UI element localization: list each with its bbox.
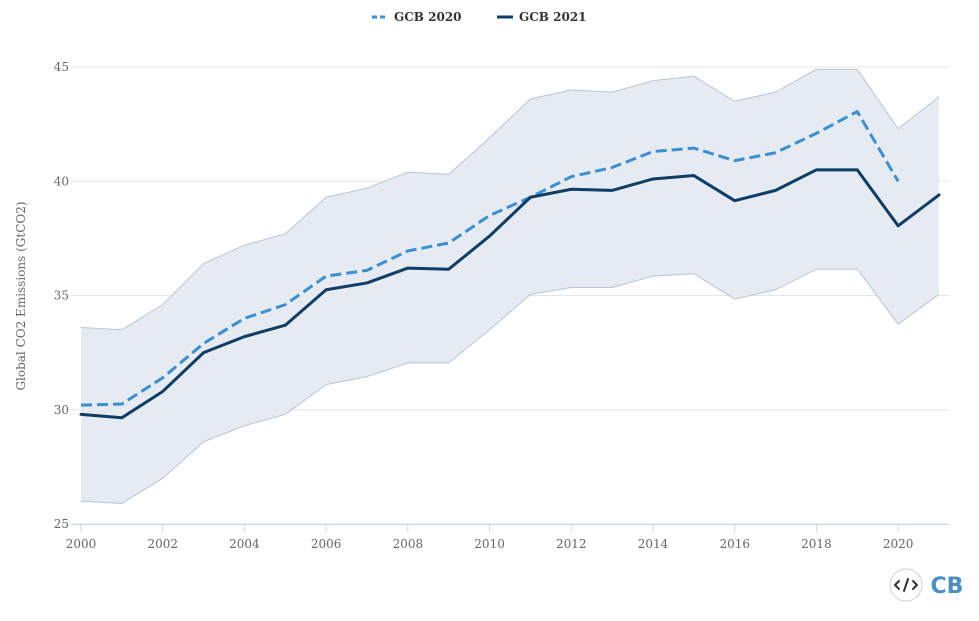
y-axis-ticks: 25 30 35 40 45 <box>54 60 69 531</box>
x-axis-ticks: 2000 2002 2004 2006 2008 2010 2012 2014 2016 2018… <box>66 524 914 551</box>
x-tick-label: 2012 <box>556 537 587 551</box>
embed-button[interactable] <box>889 568 923 602</box>
y-axis-title: Global CO2 Emissions (GtCO2) <box>14 201 28 390</box>
uncertainty-band-lower <box>80 268 940 504</box>
x-tick-label: 2010 <box>474 537 505 551</box>
uncertainty-band-upper <box>80 68 940 331</box>
code-embed-icon <box>894 578 918 592</box>
uncertainty-band <box>80 68 940 504</box>
x-tick-label: 2000 <box>66 537 97 551</box>
legend-item-gcb-2020[interactable]: GCB 2020 <box>372 10 462 24</box>
y-tick-label: 45 <box>54 60 69 74</box>
x-tick-label: 2008 <box>393 537 424 551</box>
x-tick-label: 2002 <box>147 537 178 551</box>
x-tick-label: 2018 <box>801 537 832 551</box>
x-tick-label: 2020 <box>883 537 914 551</box>
x-tick-label: 2016 <box>719 537 750 551</box>
uncertainty-band-area <box>81 69 939 504</box>
y-tick-label: 35 <box>54 289 69 303</box>
legend-label: GCB 2021 <box>519 10 587 24</box>
x-tick-label: 2006 <box>311 537 342 551</box>
x-tick-label: 2004 <box>229 537 260 551</box>
series-lines <box>79 110 941 420</box>
y-tick-label: 25 <box>54 517 69 531</box>
y-tick-label: 40 <box>54 174 69 188</box>
x-tick-label: 2014 <box>638 537 669 551</box>
legend-label: GCB 2020 <box>394 10 462 24</box>
series-line-gcb-2021[interactable] <box>79 168 941 420</box>
legend: GCB 2020 GCB 2021 <box>372 10 587 24</box>
y-tick-label: 30 <box>54 403 69 417</box>
carbon-brief-logo[interactable]: CB <box>931 574 964 599</box>
legend-item-gcb-2021[interactable]: GCB 2021 <box>497 10 587 24</box>
